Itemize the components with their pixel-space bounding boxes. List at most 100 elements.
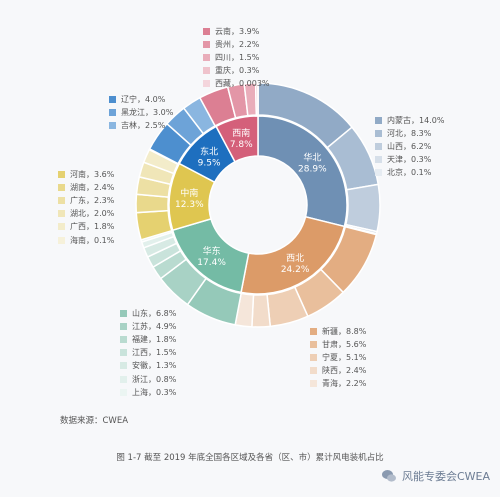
legend-value: 6.2%	[411, 142, 432, 152]
legend-label: 陕西	[322, 366, 338, 376]
legend-value: 1.3%	[156, 361, 177, 371]
legend-label: 宁夏	[322, 353, 338, 363]
legend-swatch	[310, 341, 317, 349]
legend-item: 北京，0.1%	[375, 168, 431, 178]
legend-item: 四川，1.5%	[203, 53, 259, 63]
legend-item: 安徽，1.3%	[120, 361, 176, 371]
legend-separator: ，	[231, 66, 239, 76]
legend-label: 安徽	[132, 361, 148, 371]
legend-value: 2.2%	[346, 379, 367, 389]
legend-separator: ，	[86, 235, 94, 245]
legend-item: 河北，8.3%	[375, 129, 431, 139]
inner-slice-1	[240, 215, 346, 295]
legend-label: 天津	[387, 155, 403, 165]
legend-swatch	[120, 336, 127, 344]
legend-swatch	[120, 375, 127, 383]
legend-separator: ，	[148, 335, 156, 345]
legend-separator: ，	[231, 79, 239, 89]
legend-separator: ，	[137, 95, 145, 104]
legend-value: 2.3%	[94, 196, 115, 206]
legend-swatch	[58, 184, 65, 192]
legend-value: 0.1%	[94, 235, 115, 245]
legend-item: 福建，1.8%	[120, 335, 176, 345]
legend-label: 吉林	[121, 121, 137, 131]
legend-label: 云南	[215, 27, 231, 36]
legend-separator: ，	[403, 129, 411, 139]
legend-separator: ，	[338, 379, 346, 389]
legend-value: 4.9%	[156, 322, 177, 332]
legend-swatch	[375, 117, 382, 124]
legend-item: 云南，3.9%	[203, 27, 259, 37]
legend-value: 0.3%	[411, 155, 432, 165]
legend-separator: ，	[403, 168, 411, 178]
legend-label: 青海	[322, 379, 338, 389]
legend-label: 广西	[70, 222, 86, 232]
legend-item: 广西，1.8%	[58, 222, 114, 232]
legend-item: 宁夏，5.1%	[310, 353, 366, 363]
legend-item: 青海，2.2%	[310, 379, 366, 389]
inner-slice-region-label: 华北	[303, 151, 321, 163]
legend-item: 重庆，0.3%	[203, 66, 259, 76]
legend-separator: ，	[231, 53, 239, 63]
legend-swatch	[58, 210, 65, 218]
legend-item: 吉林，2.5%	[109, 121, 165, 131]
legend-separator: ，	[231, 40, 239, 50]
legend-item: 辽宁，4.0%	[109, 95, 165, 105]
legend-value: 0.3%	[156, 387, 177, 397]
legend-label: 黑龙江	[121, 108, 145, 118]
legend-label: 甘肃	[322, 340, 338, 350]
legend-item: 湖北，2.0%	[58, 209, 114, 219]
inner-slice-region-label: 华东	[203, 245, 221, 257]
wechat-logo-icon	[381, 470, 396, 482]
legend-swatch	[203, 41, 210, 49]
legend-swatch	[310, 354, 317, 362]
legend-label: 西藏	[215, 79, 231, 89]
legend-value: 8.8%	[346, 327, 367, 336]
legend-value: 3.9%	[239, 27, 260, 36]
legend-item: 新疆，8.8%	[310, 327, 366, 337]
legend-swatch	[109, 109, 116, 117]
legend-item: 贵州，2.2%	[203, 40, 259, 50]
legend-value: 0.003%	[239, 79, 270, 89]
legend-value: 2.5%	[145, 121, 166, 131]
legend-label: 山东	[132, 309, 148, 318]
inner-slice-value-label: 9.5%	[198, 158, 221, 168]
legend-value: 3.6%	[94, 170, 115, 179]
legend-separator: ，	[148, 309, 156, 318]
legend-item: 浙江，0.8%	[120, 375, 176, 385]
legend-value: 14.0%	[419, 116, 445, 125]
inner-slice-region-label: 西北	[286, 253, 304, 264]
legend-swatch	[58, 236, 65, 244]
legend-swatch	[375, 156, 382, 164]
legend-item: 甘肃，5.6%	[310, 340, 366, 350]
inner-slice-value-label: 7.8%	[230, 140, 253, 150]
inner-slice-region-label: 东北	[200, 145, 218, 157]
legend-item: 山西，6.2%	[375, 142, 431, 152]
legend-separator: ，	[86, 209, 94, 219]
legend-item: 广东，2.3%	[58, 196, 114, 206]
legend-swatch	[120, 388, 127, 396]
legend-label: 河南	[70, 170, 86, 179]
legend-value: 1.8%	[94, 222, 115, 232]
legend-label: 山西	[387, 142, 403, 152]
legend-item: 河南，3.6%	[58, 170, 114, 180]
legend-swatch	[58, 171, 65, 178]
legend-label: 重庆	[215, 66, 231, 76]
legend-label: 湖北	[70, 209, 86, 219]
legend-swatch	[375, 143, 382, 151]
legend-swatch	[120, 310, 127, 317]
legend-label: 河北	[387, 129, 403, 139]
legend-value: 0.8%	[156, 374, 177, 384]
legend-value: 3.0%	[153, 108, 174, 118]
legend-value: 0.3%	[239, 66, 260, 76]
legend-value: 5.6%	[346, 340, 367, 350]
legend-label: 北京	[387, 168, 403, 178]
legend-separator: ，	[231, 27, 239, 36]
legend-item: 海南，0.1%	[58, 236, 114, 246]
legend-swatch	[120, 323, 127, 331]
legend-separator: ，	[148, 348, 156, 358]
legend-separator: ，	[148, 361, 156, 371]
legend-swatch	[310, 328, 317, 335]
legend-label: 四川	[215, 53, 231, 63]
legend-item: 陕西，2.4%	[310, 366, 366, 376]
